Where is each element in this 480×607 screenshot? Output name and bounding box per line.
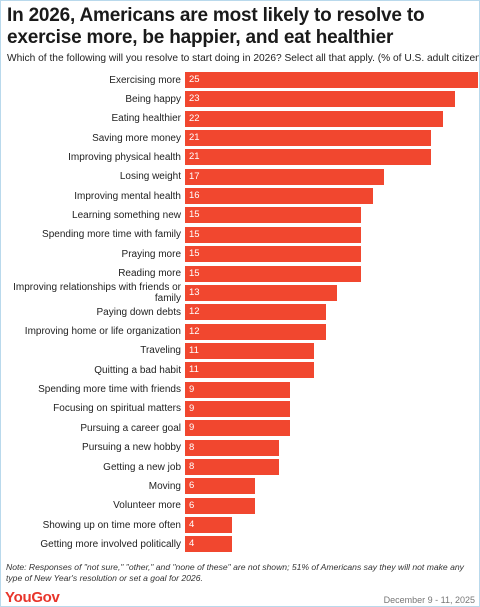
- value-label: 6: [189, 499, 195, 511]
- value-label: 8: [189, 441, 195, 453]
- value-label: 9: [189, 383, 195, 395]
- bar: [185, 91, 455, 108]
- bar: [185, 246, 361, 263]
- category-label: Moving: [148, 480, 181, 492]
- category-label: Getting more involved politically: [40, 538, 181, 550]
- bar: [185, 265, 361, 282]
- value-label: 15: [189, 209, 200, 221]
- value-label: 11: [189, 344, 199, 356]
- bar: [185, 362, 314, 379]
- category-label: Saving more money: [92, 132, 181, 144]
- value-label: 21: [189, 151, 200, 163]
- category-label: Pursuing a career goal: [80, 422, 181, 434]
- category-label: Exercising more: [109, 74, 181, 86]
- value-label: 25: [189, 74, 200, 85]
- category-label: Quitting a bad habit: [94, 364, 181, 376]
- bar: [185, 497, 256, 514]
- category-label: Focusing on spiritual matters: [53, 403, 181, 415]
- bar: [185, 342, 314, 359]
- category-label: Improving home or life organization: [24, 326, 181, 338]
- brand-logo: YouGov: [5, 589, 60, 606]
- value-label: 16: [189, 190, 200, 202]
- value-label: 22: [189, 112, 200, 124]
- bar: [185, 72, 478, 88]
- category-label: Improving relationships with friends or …: [13, 281, 181, 304]
- bar: [185, 323, 326, 340]
- category-label: Volunteer more: [113, 500, 181, 512]
- value-label: 23: [189, 93, 200, 105]
- category-label: Losing weight: [119, 171, 181, 183]
- value-label: 12: [189, 325, 200, 337]
- category-label: Showing up on time more often: [42, 519, 181, 531]
- value-label: 9: [189, 402, 195, 414]
- value-label: 13: [189, 286, 200, 298]
- value-label: 8: [189, 461, 195, 472]
- value-label: 15: [189, 248, 200, 260]
- value-label: 4: [189, 538, 195, 550]
- category-label: Reading more: [118, 268, 181, 279]
- category-label: Eating healthier: [111, 113, 182, 125]
- value-label: 21: [189, 132, 200, 144]
- bar: [185, 110, 443, 127]
- value-label: 15: [189, 228, 200, 240]
- bar: [185, 420, 291, 437]
- bar: [185, 459, 279, 475]
- bar: [185, 207, 361, 224]
- category-label: Being happy: [125, 93, 181, 105]
- bar: [185, 149, 432, 166]
- bar: [185, 517, 232, 534]
- bar: [185, 130, 432, 147]
- category-label: Praying more: [121, 248, 181, 260]
- value-label: 17: [189, 170, 200, 182]
- value-label: 4: [189, 519, 195, 531]
- bar: [185, 304, 326, 321]
- value-label: 6: [189, 480, 195, 492]
- date: December 9 - 11, 2025: [383, 595, 475, 605]
- category-label: Spending more time with family: [42, 229, 181, 241]
- category-label: Improving mental health: [74, 190, 181, 202]
- value-label: 11: [189, 364, 199, 376]
- category-label: Improving physical health: [68, 151, 181, 163]
- chart-subtitle: Which of the following will you resolve …: [7, 53, 480, 64]
- category-label: Pursuing a new hobby: [82, 442, 181, 454]
- value-label: 12: [189, 306, 200, 318]
- value-label: 15: [189, 267, 200, 279]
- bar: [185, 226, 361, 243]
- category-label: Learning something new: [72, 209, 181, 221]
- bar: [185, 478, 256, 495]
- bar: [185, 188, 373, 205]
- category-label: Traveling: [140, 345, 181, 357]
- bar: [185, 439, 279, 456]
- category-label: Paying down debts: [96, 306, 181, 318]
- bar: [185, 536, 232, 553]
- category-label: Getting a new job: [103, 461, 181, 473]
- bar: [185, 381, 291, 398]
- value-label: 9: [189, 422, 195, 434]
- note: Note: Responses of "not sure," "other," …: [6, 562, 464, 583]
- category-label: Spending more time with friends: [38, 384, 181, 396]
- bar: [185, 400, 291, 417]
- bar: [185, 284, 338, 301]
- chart-title: In 2026, Americans are most likely to re…: [7, 5, 425, 48]
- bar: [185, 168, 385, 185]
